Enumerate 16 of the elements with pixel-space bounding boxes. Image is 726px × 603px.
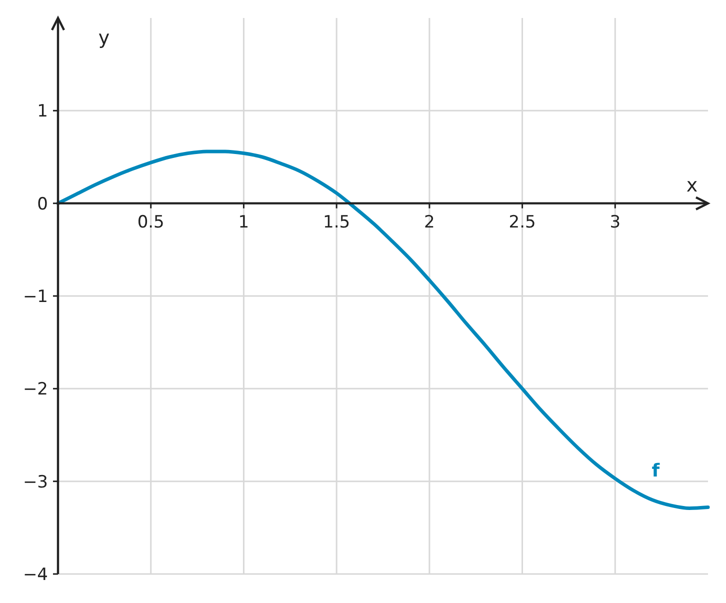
x-tick-label: 2.5 (508, 212, 536, 232)
x-tick-label: 0.5 (137, 212, 164, 232)
y-tick-label: −3 (22, 472, 48, 492)
line-series (56, 150, 710, 510)
y-tick-label: −1 (22, 287, 48, 307)
x-tick-label: 1 (238, 212, 250, 232)
x-tick-label: 2 (424, 212, 435, 232)
y-tick-label: −2 (22, 380, 48, 400)
y-axis-title: y (98, 27, 110, 49)
y-tick-label: 0 (37, 194, 48, 214)
x-tick-label: 3 (610, 212, 621, 232)
series-label: f (652, 460, 660, 482)
x-tick-label: 1.5 (323, 212, 350, 232)
x-axis-title: x (686, 174, 698, 196)
y-tick-label: 1 (37, 102, 48, 122)
y-tick-label: −4 (22, 565, 48, 585)
